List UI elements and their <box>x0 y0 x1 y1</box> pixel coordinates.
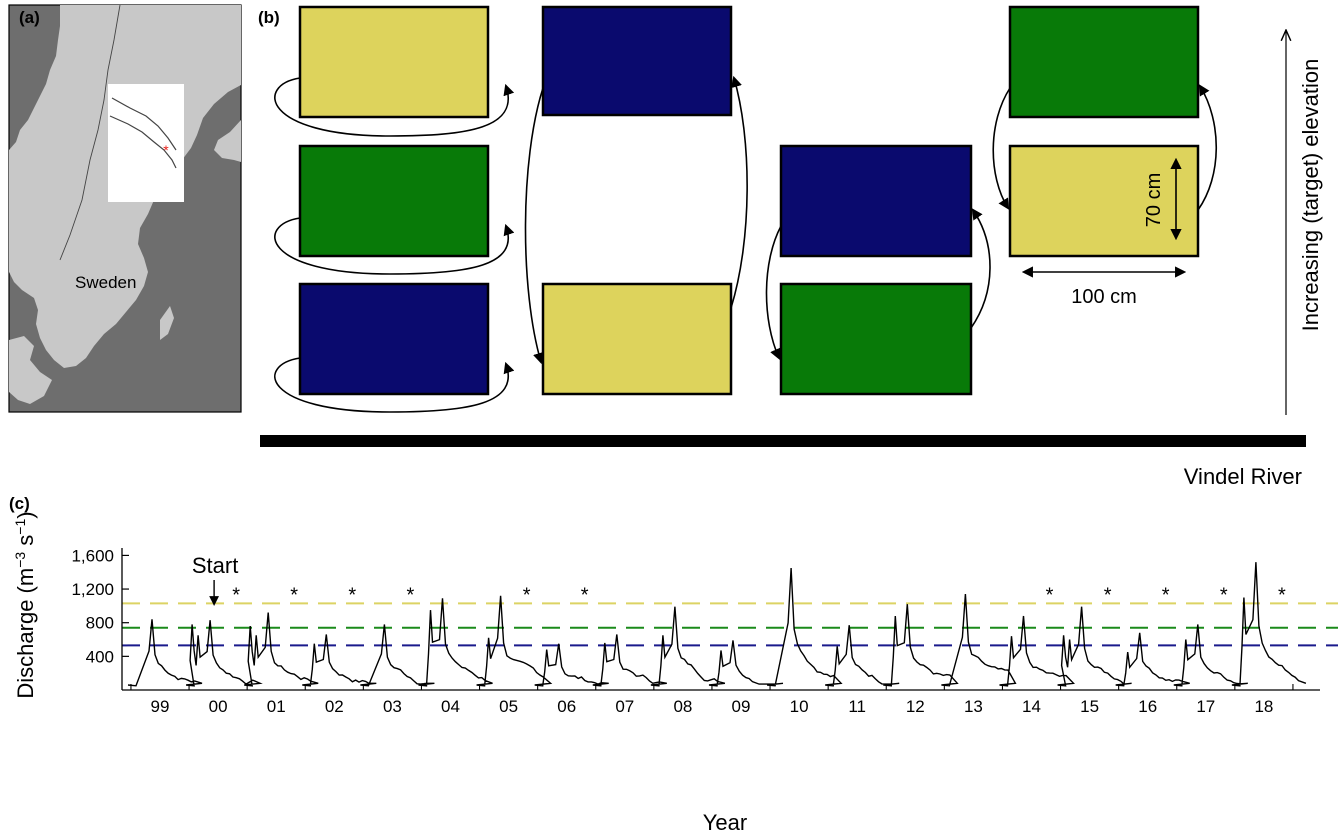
x-tick-label: 12 <box>906 697 925 716</box>
event-star-label: * <box>232 584 240 606</box>
river-label: Vindel River <box>1184 464 1302 489</box>
map-land-gotland <box>160 306 174 340</box>
swap-arrow-down <box>524 87 544 365</box>
x-tick-label: 14 <box>1022 697 1041 716</box>
x-tick-label: 09 <box>732 697 751 716</box>
loop-arrow <box>274 217 515 275</box>
panel-b-diagram: (b) 70 cm 100 cm Increasing (target) ele… <box>258 5 1323 489</box>
y-tick-label: 1,200 <box>71 580 114 599</box>
plot-box-mid <box>779 282 973 396</box>
plot-box-mid <box>1008 5 1200 119</box>
swap-arrow-down <box>765 225 782 361</box>
plot-box-low <box>298 282 490 396</box>
event-star-label: * <box>407 584 415 606</box>
x-tick-label: 13 <box>964 697 983 716</box>
event-star-label: * <box>1104 584 1112 606</box>
panel-b-label: (b) <box>258 8 280 27</box>
map-land-finland <box>214 120 241 162</box>
loop-arrow <box>274 357 515 413</box>
event-star-label: * <box>290 584 298 606</box>
x-tick-label: 15 <box>1080 697 1099 716</box>
swap-arrow-up <box>970 208 991 329</box>
x-tick-label: 04 <box>441 697 460 716</box>
swap-arrow-up <box>730 75 748 309</box>
event-star-label: * <box>581 584 589 606</box>
loop-arrow <box>274 77 515 137</box>
event-star-label: * <box>1220 584 1228 606</box>
x-tick-label: 08 <box>673 697 692 716</box>
height-dimension-label: 70 cm <box>1143 173 1165 227</box>
panel-c-chart: (c) Discharge (m−3 s−1) Year 400 800 1,200… <box>9 494 1338 835</box>
river-line <box>109 115 177 169</box>
start-label: Start <box>192 553 238 578</box>
x-axis-title: Year <box>703 810 747 835</box>
event-star-label: * <box>1278 584 1286 606</box>
x-tick-label: 01 <box>267 697 286 716</box>
map-border <box>59 4 121 261</box>
event-star-label: * <box>1046 584 1054 606</box>
x-tick-label: 05 <box>499 697 518 716</box>
plot-box-high <box>1008 144 1200 258</box>
x-tick-label: 16 <box>1138 697 1157 716</box>
panel-a-label: (a) <box>19 8 40 27</box>
panel-c-label: (c) <box>9 494 30 513</box>
plot-box-mid <box>298 144 490 258</box>
river-bar <box>260 435 1306 447</box>
y-tick-label: 800 <box>86 614 114 633</box>
x-tick-label: 02 <box>325 697 344 716</box>
event-star-label: * <box>348 584 356 606</box>
plot-box-low <box>779 144 973 258</box>
x-tick-label: 03 <box>383 697 402 716</box>
x-tick-label: 99 <box>151 697 170 716</box>
event-star-label: * <box>1162 584 1170 606</box>
x-tick-label: 18 <box>1254 697 1273 716</box>
width-dimension-label: 100 cm <box>1071 286 1137 308</box>
plot-box-high <box>541 282 733 396</box>
swap-arrow-up <box>1197 84 1218 211</box>
discharge-series-line <box>127 562 1307 687</box>
y-tick-label: 400 <box>86 647 114 666</box>
elevation-axis-label: Increasing (target) elevation <box>1298 59 1323 332</box>
map-land-denmark <box>9 336 52 404</box>
y-tick-label: 1,600 <box>71 546 114 565</box>
plot-box-high <box>298 5 490 119</box>
panel-a-map: * (a) Sweden <box>8 4 242 413</box>
x-tick-label: 00 <box>209 697 228 716</box>
swap-arrow-down <box>992 87 1011 210</box>
x-tick-label: 11 <box>848 697 866 716</box>
river-line-2 <box>111 97 177 151</box>
plot-box-low <box>541 5 733 117</box>
x-tick-label: 10 <box>790 697 809 716</box>
x-tick-label: 07 <box>615 697 634 716</box>
event-star-label: * <box>523 584 531 606</box>
y-axis-title: Discharge (m−3 s−1) <box>12 511 38 698</box>
site-marker-icon: * <box>163 142 169 158</box>
country-label: Sweden <box>75 273 136 292</box>
x-tick-label: 06 <box>557 697 576 716</box>
x-tick-label: 17 <box>1196 697 1215 716</box>
